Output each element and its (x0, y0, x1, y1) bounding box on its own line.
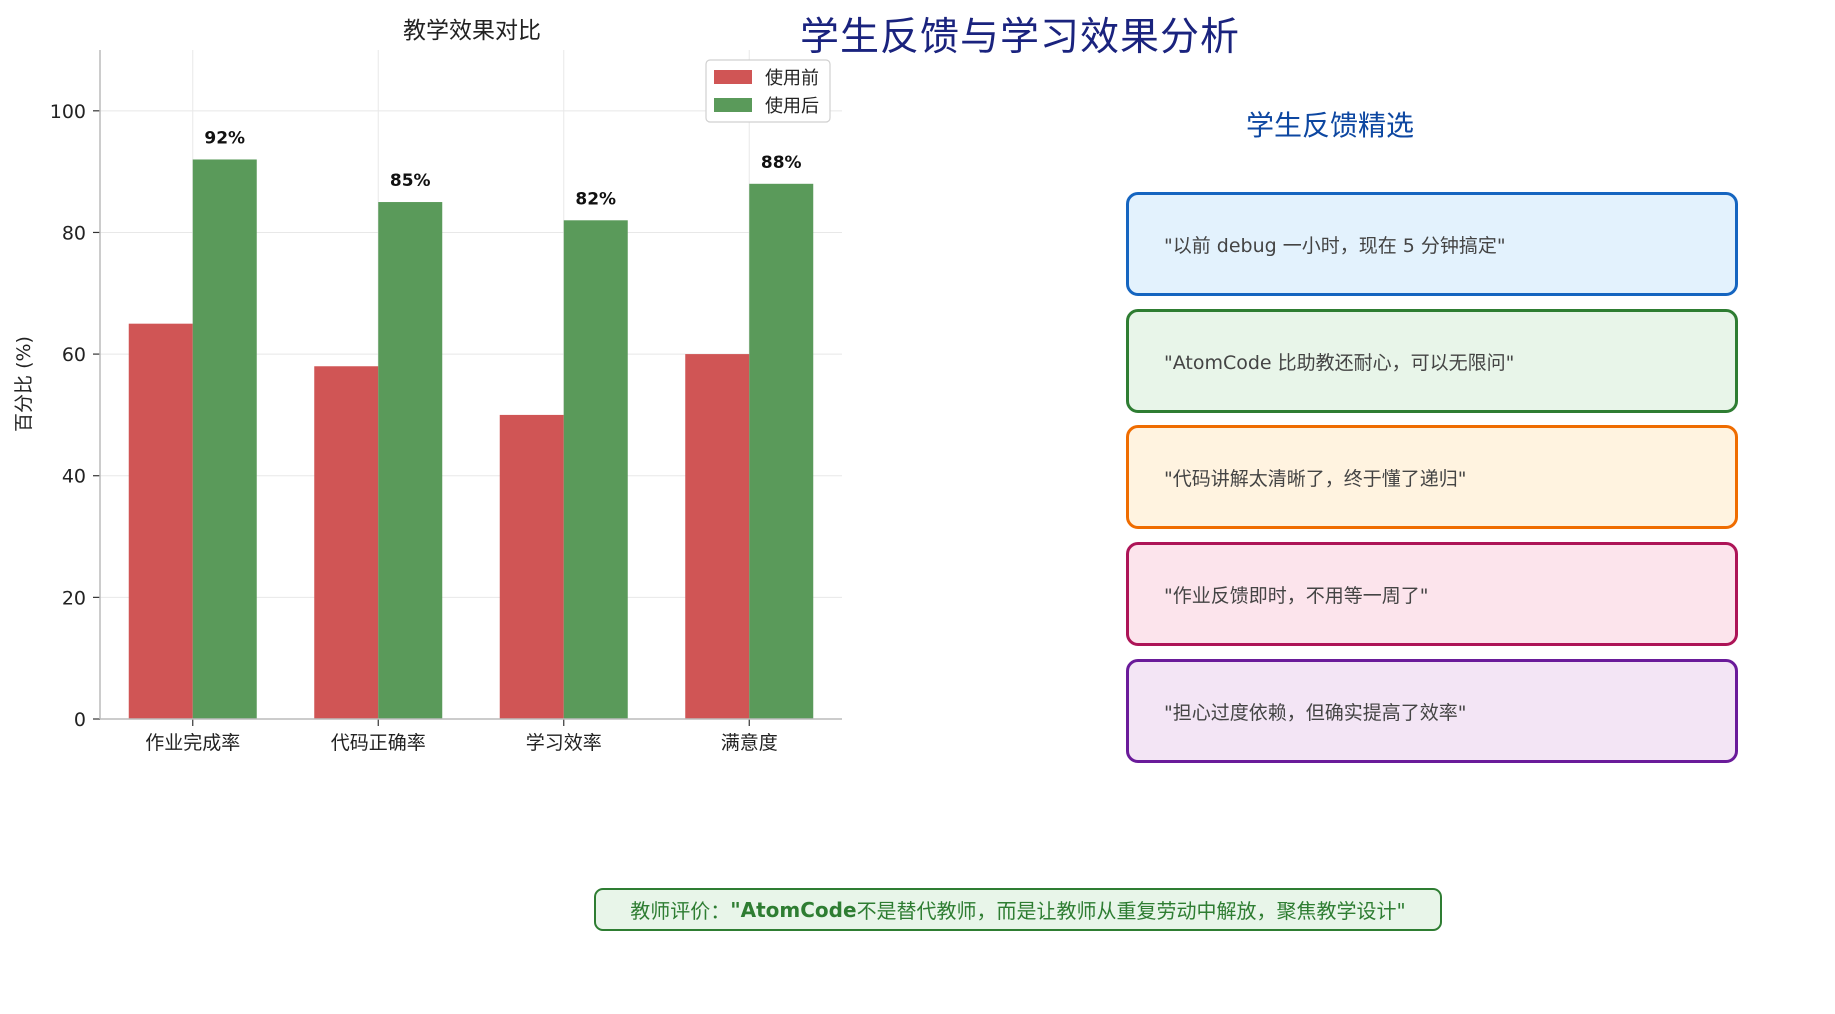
x-tick-label: 代码正确率 (331, 732, 426, 754)
y-tick-label: 100 (50, 101, 86, 123)
bar-before-1 (128, 323, 193, 719)
bar-after-3 (563, 220, 628, 720)
bar-before-4 (685, 354, 750, 719)
bar-after-1 (192, 159, 257, 720)
teacher-evaluation-quote: "AtomCode (730, 897, 857, 922)
y-tick-label: 0 (74, 709, 86, 731)
bar-after-2 (378, 202, 443, 719)
data-label-4: 88% (761, 153, 802, 173)
y-tick-label: 40 (62, 466, 86, 488)
data-label-2: 85% (390, 171, 431, 191)
y-axis-label: 百分比 (%) (13, 336, 35, 432)
bar-after-4 (749, 183, 814, 720)
y-tick-label: 80 (62, 222, 86, 244)
legend-label-2: 使用后 (765, 96, 819, 117)
teacher-evaluation: 教师评价： "AtomCode 不是替代教师，而是让教师从重复劳动中解放，聚焦教… (594, 888, 1442, 931)
bar-before-2 (314, 366, 379, 719)
legend-swatch-1 (714, 70, 752, 84)
x-tick-label: 满意度 (721, 732, 778, 754)
data-label-3: 82% (575, 189, 616, 209)
bars (128, 159, 814, 720)
feedback-card-2: "AtomCode 比助教还耐心，可以无限问" (1126, 309, 1738, 413)
y-tick-label: 20 (62, 587, 86, 609)
feedback-card-5: "担心过度依赖，但确实提高了效率" (1126, 659, 1738, 763)
legend-label-1: 使用前 (765, 68, 819, 89)
feedback-card-4: "作业反馈即时，不用等一周了" (1126, 542, 1738, 646)
teacher-evaluation-rest: 不是替代教师，而是让教师从重复劳动中解放，聚焦教学设计" (856, 899, 1406, 923)
chart-title: 教学效果对比 (403, 18, 541, 44)
feedback-card-1: "以前 debug 一小时，现在 5 分钟搞定" (1126, 192, 1738, 296)
bar-before-3 (499, 414, 564, 719)
legend-swatch-2 (714, 98, 752, 112)
page-title: 学生反馈与学习效果分析 (799, 15, 1240, 60)
x-tick-label: 作业完成率 (145, 732, 240, 754)
data-label-1: 92% (204, 128, 245, 148)
feedback-card-3: "代码讲解太清晰了，终于懂了递归" (1126, 425, 1738, 529)
x-tick-label: 学习效率 (526, 732, 602, 754)
data-labels: 92% 85% 82% 88% (204, 128, 801, 209)
comparison-bar-chart: 教学效果对比 百分比 (%) 0 20 40 60 80 100 作业完成率 代码正确率 学习效… (13, 18, 842, 754)
teacher-evaluation-prefix: 教师评价： (630, 899, 731, 923)
axes: 0 20 40 60 80 100 作业完成率 代码正确率 学习效率 满意度 (50, 50, 842, 754)
y-tick-label: 60 (62, 344, 86, 366)
feedback-section-title: 学生反馈精选 (1245, 109, 1414, 142)
